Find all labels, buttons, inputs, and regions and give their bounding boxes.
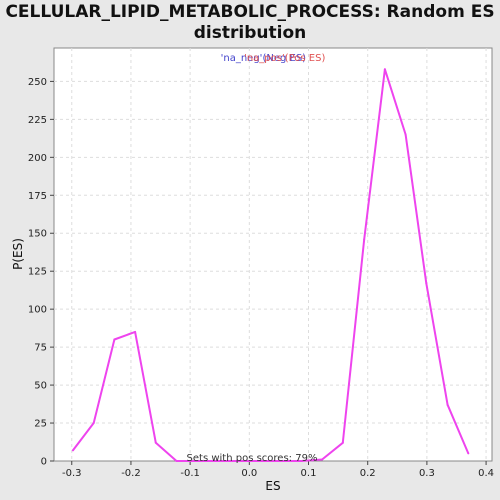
y-tick-label: 50 <box>34 381 47 392</box>
grid-layer <box>54 48 492 461</box>
y-tick-label: 75 <box>34 343 47 354</box>
es-data-point <box>467 452 470 455</box>
es-data-point <box>113 338 116 341</box>
x-tick-label: 0.2 <box>360 468 376 479</box>
es-data-point <box>134 330 137 333</box>
es-data-point <box>196 460 199 462</box>
es-data-point <box>279 460 282 462</box>
y-tick-label: 0 <box>41 457 47 468</box>
es-data-point <box>216 460 219 462</box>
y-axis-label: P(ES) <box>11 238 25 270</box>
y-tick-label: 225 <box>28 115 47 126</box>
es-data-point <box>383 68 386 71</box>
x-tick-label: -0.2 <box>121 468 141 479</box>
y-tick-label: 150 <box>28 229 47 240</box>
x-axis-label: ES <box>265 479 280 493</box>
es-data-point <box>175 460 178 462</box>
x-tick-label: -0.3 <box>62 468 82 479</box>
x-tick-label: 0.4 <box>478 468 494 479</box>
es-data-point <box>237 460 240 462</box>
es-data-point <box>321 458 324 461</box>
y-tick-label: 25 <box>34 419 47 430</box>
es-data-point <box>341 441 344 444</box>
legend: 'na_neg'(Neg ES)'na_pos'(Pos ES) <box>221 53 326 64</box>
y-tick-label: 100 <box>28 305 47 316</box>
y-tick-label: 250 <box>28 77 47 88</box>
plot-area <box>53 47 493 462</box>
es-data-point <box>71 449 74 452</box>
es-data-point <box>446 403 449 406</box>
y-tick-label: 175 <box>28 191 47 202</box>
x-tick-label: 0.0 <box>241 468 257 479</box>
es-data-point <box>300 460 303 462</box>
es-data-point <box>425 282 428 285</box>
es-data-point <box>363 238 366 241</box>
es-distribution-line <box>72 68 470 462</box>
axes-layer: 0 25 50 75 100 125 150 175 200 225 250 -0.3 -0.2 -0.1… <box>28 77 494 479</box>
es-data-point <box>404 133 407 136</box>
pos-scores-annotation: Sets with pos scores: 79% <box>187 453 318 464</box>
legend-item-na-neg: 'na_neg' <box>221 53 263 64</box>
x-tick-label: 0.3 <box>419 468 435 479</box>
es-data-point <box>92 422 95 425</box>
series-layer <box>71 68 470 462</box>
legend-item-na-pos: 'na_pos' <box>244 53 285 64</box>
y-tick-label: 200 <box>28 153 47 164</box>
x-tick-label: 0.1 <box>301 468 317 479</box>
chart-title-line-2: distribution <box>193 23 307 43</box>
es-data-point <box>154 441 157 444</box>
legend-item-pos-es: (Pos ES) <box>285 53 326 64</box>
es-data-point <box>258 460 261 462</box>
x-tick-label: -0.1 <box>180 468 200 479</box>
y-tick-label: 125 <box>28 267 47 278</box>
chart-title-line-1: CELLULAR_LIPID_METABOLIC_PROCESS: Random… <box>5 2 495 22</box>
legend-item-neg-es: (Neg ES) <box>262 53 306 64</box>
